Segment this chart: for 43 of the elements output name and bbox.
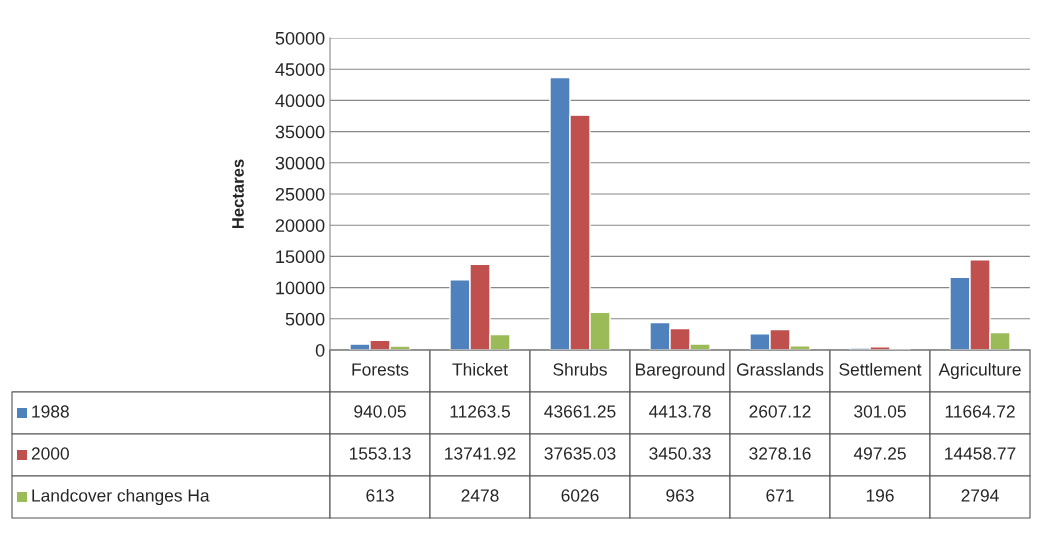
y-axis-title: Hectares <box>232 159 244 229</box>
data-label: 1553.13 <box>349 447 411 460</box>
data-label: 196 <box>866 489 894 502</box>
y-tick-label: 40000 <box>275 94 325 108</box>
legend-label: Landcover changes Ha <box>32 488 210 506</box>
data-label: 940.05 <box>354 405 406 418</box>
data-label: 613 <box>366 489 394 502</box>
data-label: 14458.77 <box>945 447 1016 460</box>
y-tick-label: 5000 <box>285 312 325 326</box>
data-label: 11664.72 <box>945 405 1015 418</box>
x-tick-label: Forests <box>352 363 409 376</box>
x-tick-label: Bareground <box>636 362 725 380</box>
legend-label: 1988 <box>32 405 69 418</box>
y-tick-label: 0 <box>315 343 325 357</box>
legend-label: 2000 <box>31 447 69 460</box>
y-tick-label: 25000 <box>275 187 325 201</box>
data-label: 963 <box>666 489 694 502</box>
data-label: 3450.33 <box>649 447 711 460</box>
data-label: 13741.92 <box>445 447 516 460</box>
y-tick-label: 15000 <box>276 250 325 264</box>
data-label: 11263.5 <box>450 405 511 418</box>
data-label: 2607.12 <box>749 405 811 418</box>
data-label: 43661.25 <box>544 405 616 418</box>
y-tick-label: 50000 <box>275 31 325 45</box>
data-label: 37635.03 <box>544 447 616 460</box>
data-label: 2794 <box>961 489 999 502</box>
y-tick-label: 35000 <box>275 125 325 139</box>
data-label: 497.25 <box>853 447 906 460</box>
x-tick-label: Shrubs <box>553 362 607 376</box>
data-label: 301.05 <box>854 405 906 418</box>
y-tick-label: 30000 <box>275 156 325 170</box>
x-tick-label: Agriculture <box>938 362 1021 380</box>
x-tick-label: Grasslands <box>736 362 824 376</box>
data-label: 6026 <box>561 489 599 502</box>
y-tick-label: 10000 <box>276 281 325 295</box>
data-label: 3278.16 <box>749 447 811 460</box>
data-label: 4413.78 <box>649 405 711 418</box>
x-tick-label: Thicket <box>452 362 508 376</box>
data-label: 2478 <box>461 489 499 502</box>
data-label: 671 <box>766 489 794 502</box>
y-tick-label: 45000 <box>275 63 325 76</box>
x-tick-label: Settlement <box>839 362 922 376</box>
y-tick-label: 20000 <box>275 219 325 232</box>
